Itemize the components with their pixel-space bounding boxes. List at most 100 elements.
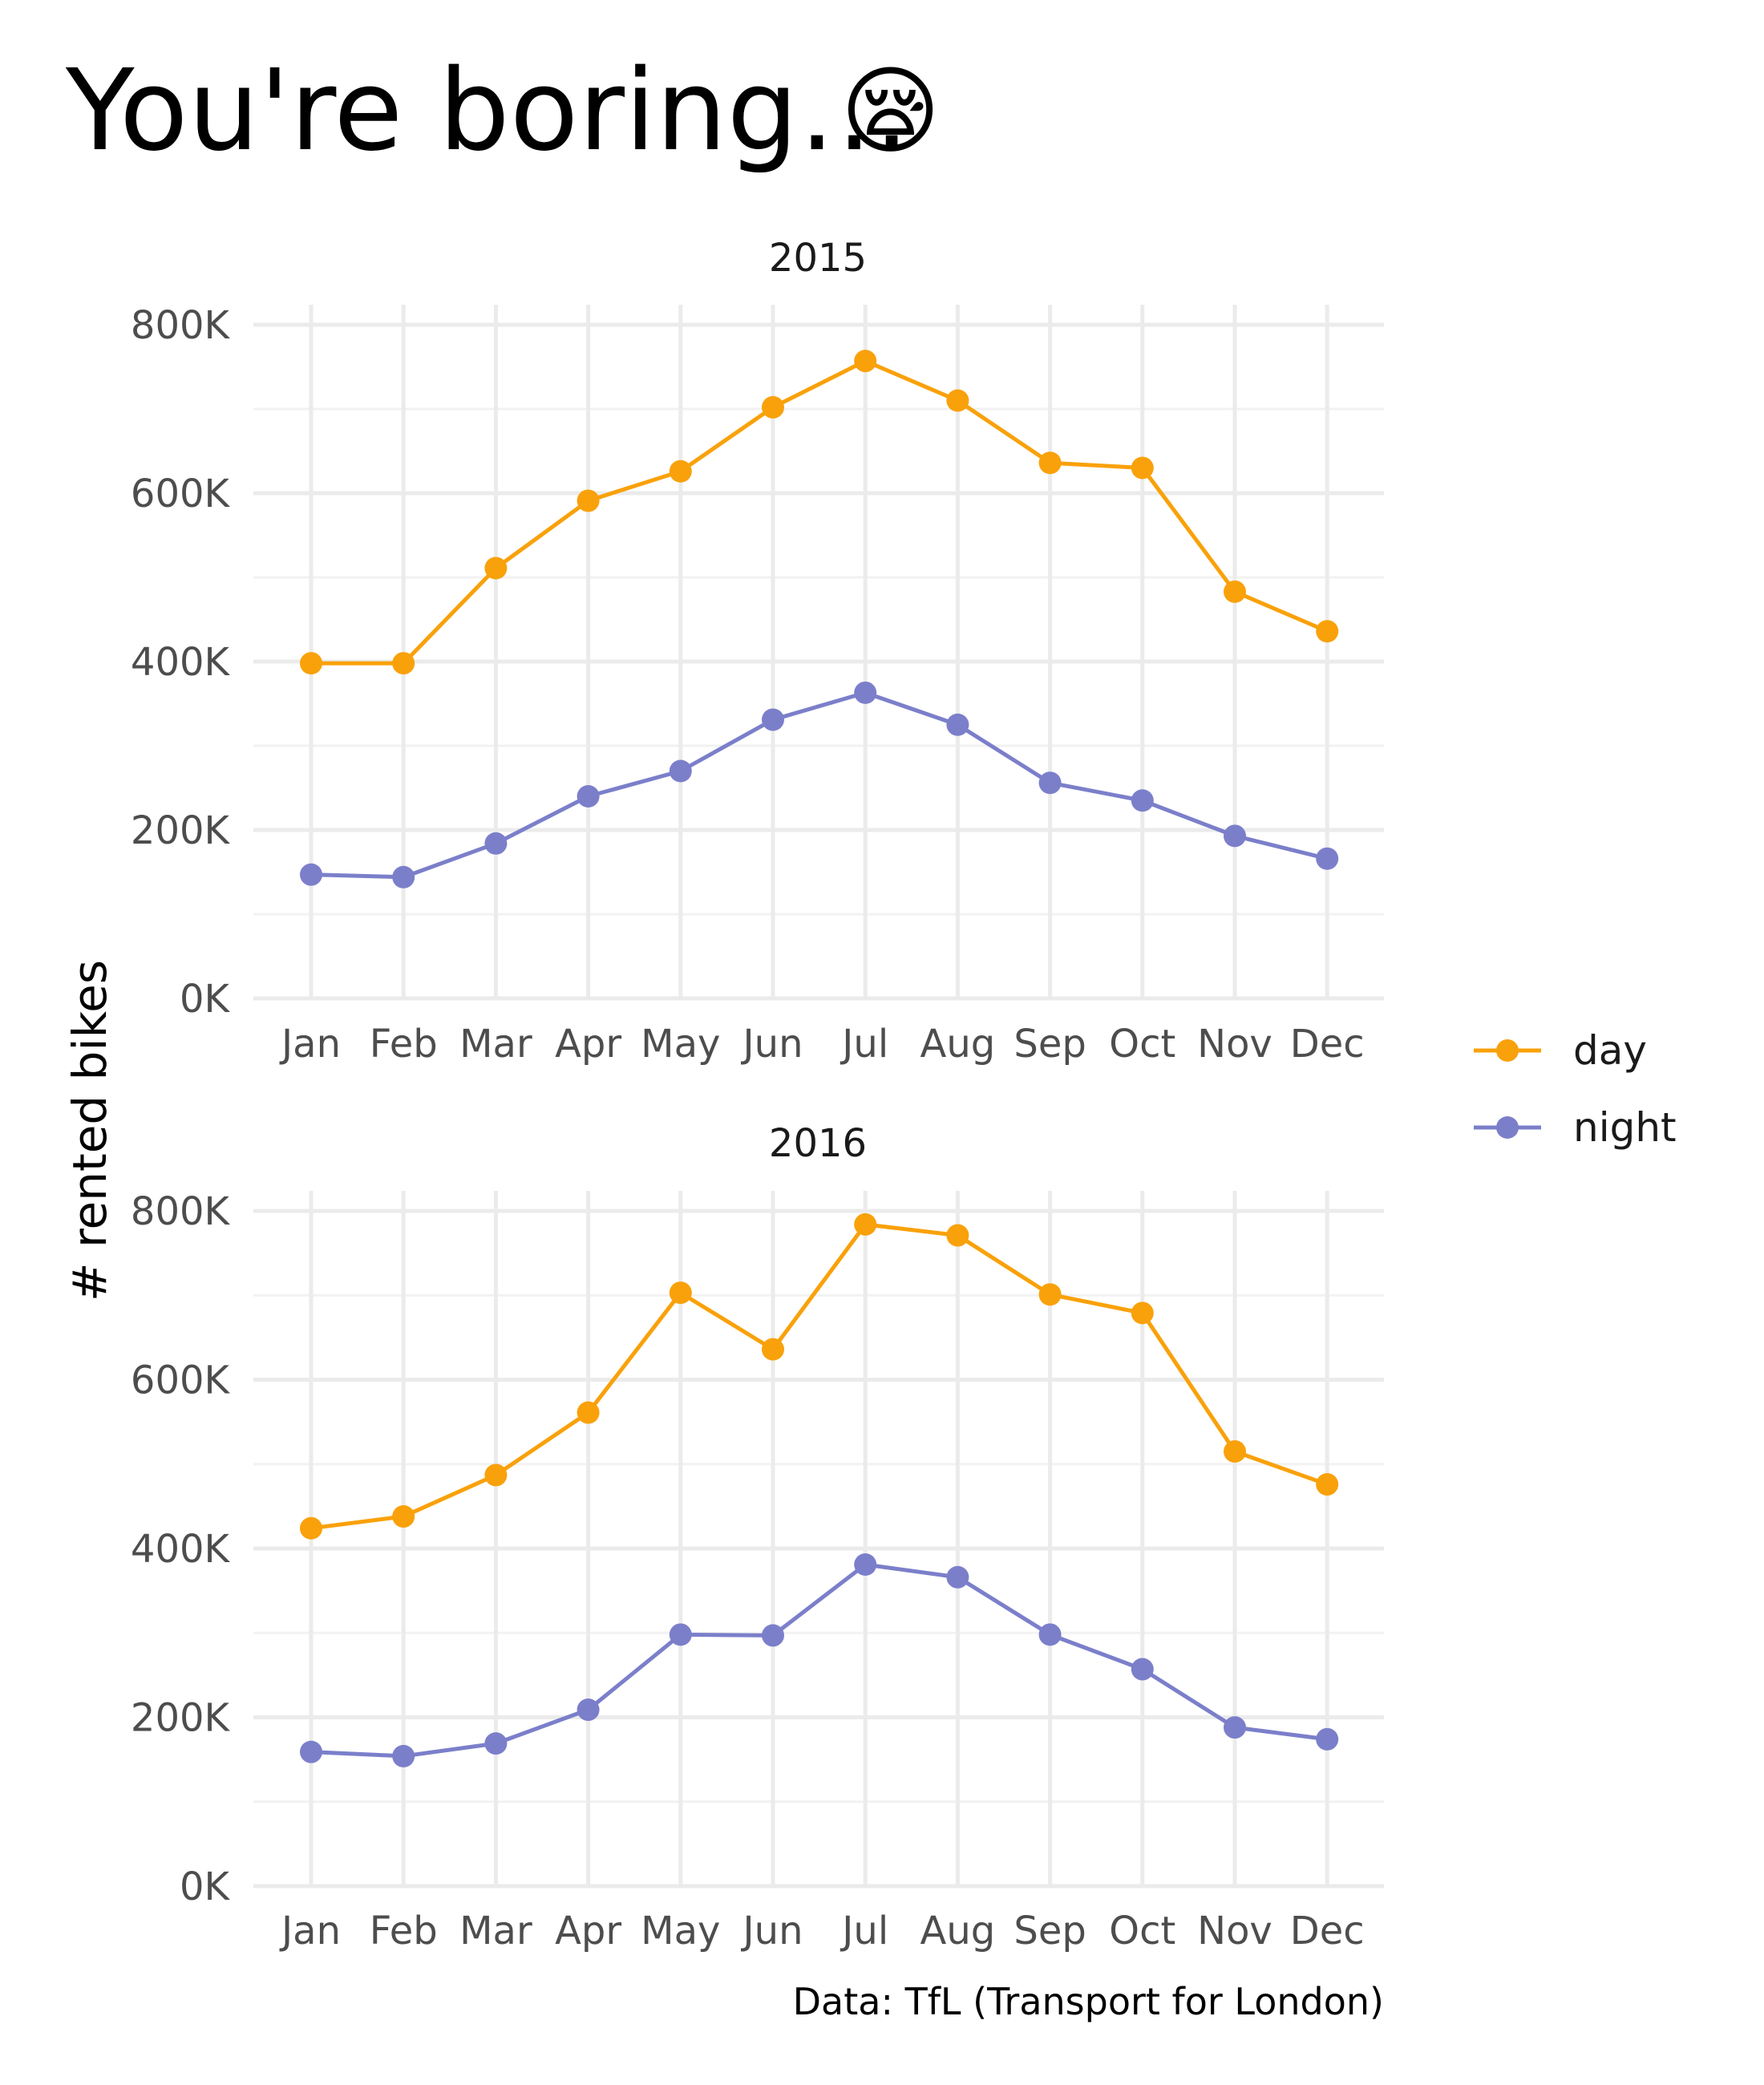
data-point-day: [577, 489, 600, 512]
facet-panels: 0K 200K 400K 600K 800K Jan Feb Mar Apr May Jun Jul A…: [131, 236, 1384, 1953]
data-point-night: [1131, 1658, 1154, 1681]
x-tick-label: Mar: [459, 1022, 532, 1067]
data-point-night: [1224, 1716, 1246, 1739]
data-point-night: [392, 1744, 415, 1767]
caption: Data: TfL (Transport for London): [793, 1980, 1384, 2023]
x-tick-label: Mar: [459, 1909, 532, 1953]
x-tick-label: Apr: [555, 1022, 621, 1067]
data-point-night: [946, 1565, 969, 1589]
legend: day night: [1474, 1027, 1677, 1151]
data-point-day: [1224, 580, 1246, 603]
data-point-day: [946, 389, 969, 412]
data-point-day: [484, 557, 508, 580]
data-point-day: [854, 1213, 877, 1236]
y-tick-label: 200K: [131, 1696, 231, 1741]
x-tick-label: Apr: [555, 1909, 621, 1953]
x-tick-label: May: [641, 1909, 720, 1953]
data-point-day: [946, 1224, 969, 1247]
data-point-night: [946, 713, 969, 736]
data-point-day: [762, 395, 784, 419]
series-line-day: [311, 358, 1329, 666]
y-tick-label: 0K: [180, 977, 231, 1022]
x-tick-label: Dec: [1290, 1909, 1365, 1953]
data-point-night: [1224, 824, 1246, 848]
data-point-day: [854, 350, 877, 373]
data-point-night: [577, 785, 600, 808]
data-point-night: [484, 832, 508, 855]
x-tick-label: Oct: [1109, 1909, 1175, 1953]
x-tick-label: Jul: [840, 1909, 888, 1953]
data-point-night: [1131, 789, 1154, 812]
sleepy-emoji-icon: 😪: [840, 56, 941, 168]
data-point-day: [1316, 1473, 1339, 1496]
y-tick-label: 200K: [131, 808, 231, 853]
x-tick-label: Aug: [920, 1022, 996, 1067]
x-tick-label: Dec: [1290, 1022, 1365, 1067]
x-tick-label: Feb: [370, 1022, 438, 1067]
x-tick-label: Jul: [840, 1022, 888, 1067]
series-line-day: [310, 1222, 1329, 1531]
data-point-day: [392, 652, 415, 675]
y-tick-label: 800K: [131, 303, 231, 348]
x-tick-label: Jun: [741, 1909, 803, 1953]
data-point-night: [854, 681, 877, 704]
x-tick-label: Aug: [920, 1909, 996, 1953]
data-point-night: [484, 1732, 508, 1755]
data-point-night: [669, 759, 692, 783]
legend-label-night: night: [1573, 1104, 1677, 1151]
data-point-day: [300, 652, 322, 675]
data-point-day: [300, 1516, 322, 1540]
x-tick-label: Sep: [1013, 1022, 1086, 1067]
x-tick-label: Jun: [741, 1022, 803, 1067]
data-point-day: [392, 1505, 415, 1528]
data-point-night: [762, 1624, 784, 1647]
y-tick-label: 600K: [131, 1358, 231, 1403]
legend-key-point: [1496, 1039, 1519, 1062]
y-tick-label: 400K: [131, 1527, 231, 1572]
data-point-night: [854, 1553, 877, 1576]
x-tick-label: Oct: [1109, 1022, 1175, 1067]
data-point-night: [300, 863, 322, 886]
y-tick-label: 400K: [131, 640, 231, 685]
data-point-day: [577, 1401, 600, 1424]
data-point-night: [577, 1698, 600, 1722]
data-point-night: [1038, 771, 1062, 795]
series-line-night: [310, 690, 1328, 880]
data-point-night: [1316, 847, 1339, 870]
data-point-day: [1131, 1302, 1154, 1325]
y-tick-label: 800K: [131, 1189, 231, 1234]
data-point-day: [1316, 620, 1339, 643]
facet-title: 2015: [769, 236, 867, 281]
data-point-day: [669, 1281, 692, 1305]
legend-label-day: day: [1573, 1027, 1647, 1074]
x-tick-label: May: [641, 1022, 720, 1067]
data-point-day: [1131, 456, 1154, 480]
data-point-day: [1038, 1283, 1062, 1306]
y-tick-label: 600K: [131, 472, 231, 516]
data-point-night: [1038, 1623, 1062, 1646]
data-point-day: [1038, 451, 1062, 475]
panel-2015: 0K 200K 400K 600K 800K Jan Feb Mar Apr May Jun Jul A…: [131, 236, 1384, 1067]
data-point-day: [762, 1338, 784, 1361]
y-tick-label: 0K: [180, 1864, 231, 1909]
panel-2016: 0K 200K 400K 600K 800K Jan Feb Mar Apr May Jun Jul A…: [131, 1121, 1384, 1953]
data-point-night: [669, 1623, 692, 1646]
data-point-day: [669, 460, 692, 483]
x-tick-label: Nov: [1197, 1909, 1272, 1953]
series-line-night: [310, 1562, 1328, 1759]
data-point-night: [762, 708, 784, 731]
chart-title: You're boring…: [65, 46, 911, 176]
data-point-day: [1224, 1439, 1246, 1463]
legend-key-point: [1496, 1116, 1519, 1139]
x-tick-label: Feb: [370, 1909, 438, 1953]
x-tick-label: Jan: [279, 1022, 341, 1067]
y-axis-label: # rented bikes: [63, 960, 117, 1302]
x-tick-label: Jan: [279, 1909, 341, 1953]
data-point-night: [392, 865, 415, 889]
data-point-night: [300, 1740, 322, 1763]
facet-title: 2016: [769, 1121, 867, 1166]
x-tick-label: Sep: [1013, 1909, 1086, 1953]
data-point-day: [484, 1464, 508, 1487]
data-point-night: [1316, 1727, 1339, 1751]
